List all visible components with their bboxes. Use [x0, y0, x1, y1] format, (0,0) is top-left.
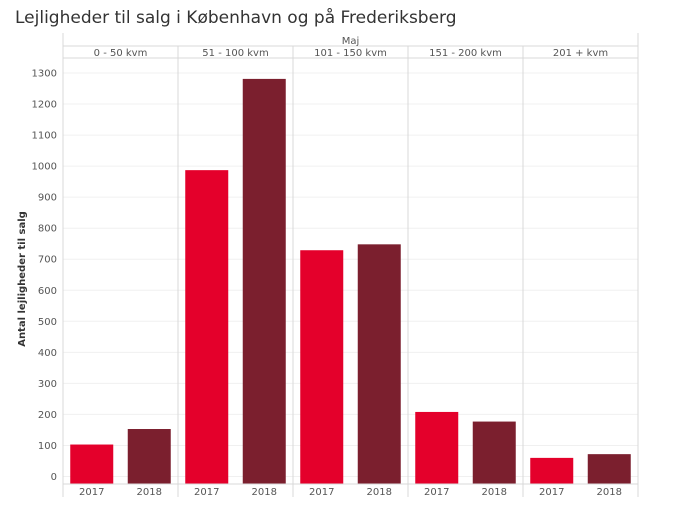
chart-title: Lejligheder til salg i København og på F… [15, 8, 457, 28]
y-tick-label: 1100 [32, 131, 57, 142]
y-tick-label: 800 [38, 224, 57, 235]
panel-header: 51 - 100 kvm [202, 48, 268, 59]
gridlines [63, 72, 638, 477]
panel-header: 0 - 50 kvm [94, 48, 148, 59]
y-tick-label: 0 [51, 472, 57, 483]
bar-2018 [242, 78, 286, 484]
y-tick-label: 300 [38, 379, 57, 390]
x-tick-label: 2017 [424, 487, 449, 498]
panel-header: 101 - 150 kvm [314, 48, 387, 59]
bar-2017 [70, 444, 114, 484]
y-tick-label: 200 [38, 410, 57, 421]
x-tick-label: 2018 [482, 487, 507, 498]
x-tick-label: 2018 [252, 487, 277, 498]
x-tick-label: 2017 [79, 487, 104, 498]
bar-2017 [185, 170, 229, 484]
x-tick-label: 2017 [539, 487, 564, 498]
x-tick-label: 2017 [309, 487, 334, 498]
labels: Maj Antal lejligheder til salg 0 100 200 30… [17, 36, 622, 498]
bar-2018 [357, 244, 401, 484]
y-tick-label: 600 [38, 286, 57, 297]
bar-2018 [472, 421, 516, 484]
bar-2017 [300, 250, 344, 484]
x-tick-label: 2018 [597, 487, 622, 498]
bar-2017 [415, 411, 459, 484]
y-axis-label: Antal lejligheder til salg [17, 211, 28, 347]
panel-header: 201 + kvm [553, 48, 608, 59]
y-tick-label: 1200 [32, 100, 57, 111]
bar-2017 [530, 457, 574, 484]
column-header: Maj [342, 36, 360, 47]
y-tick-label: 1000 [32, 162, 57, 173]
y-tick-label: 100 [38, 441, 57, 452]
bar-2018 [587, 454, 631, 484]
bar-2018 [127, 429, 171, 484]
panel-header: 151 - 200 kvm [429, 48, 502, 59]
y-tick-label: 700 [38, 255, 57, 266]
y-tick-label: 1300 [32, 69, 57, 80]
x-tick-label: 2017 [194, 487, 219, 498]
y-tick-label: 400 [38, 348, 57, 359]
y-tick-label: 900 [38, 193, 57, 204]
x-tick-label: 2018 [367, 487, 392, 498]
panel-frame [62, 33, 639, 497]
x-tick-label: 2018 [137, 487, 162, 498]
bars [70, 78, 631, 484]
y-tick-label: 500 [38, 317, 57, 328]
